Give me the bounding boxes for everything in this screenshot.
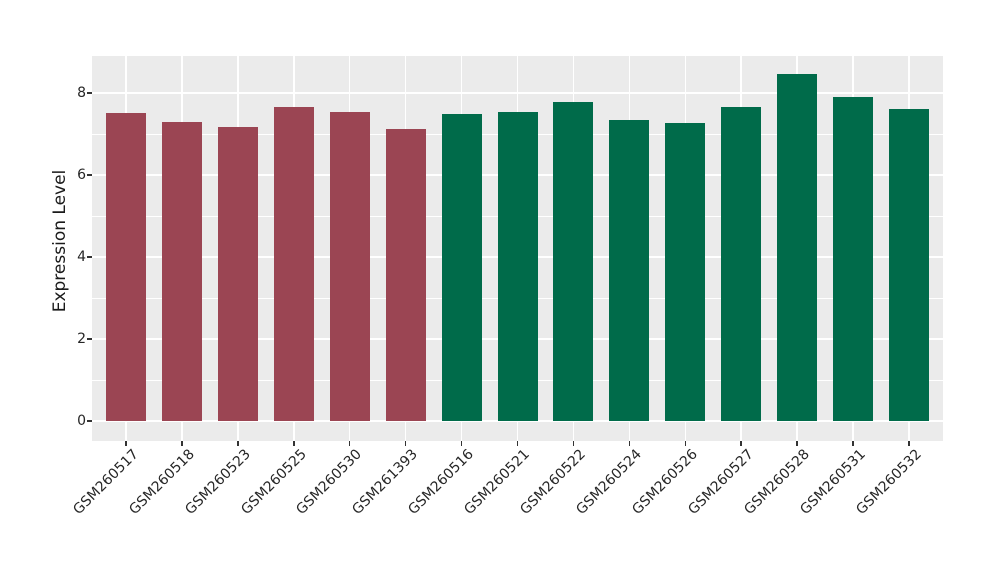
y-tick-label-2: 2 [77, 331, 86, 347]
y-tick-mark-4 [87, 256, 92, 258]
y-axis-title: Expression Level [50, 169, 70, 313]
x-tick-mark-GSM260524 [628, 441, 631, 446]
x-tick-mark-GSM260522 [572, 441, 575, 446]
y-tick-label-8: 8 [77, 85, 86, 101]
x-tick-mark-GSM260521 [516, 441, 519, 446]
bar-GSM260525 [273, 106, 314, 421]
x-tick-mark-GSM260525 [292, 441, 295, 446]
x-tick-mark-GSM261393 [404, 441, 407, 446]
bar-GSM260528 [777, 74, 818, 421]
bar-GSM260522 [553, 102, 594, 421]
plot-panel [92, 56, 943, 441]
bar-GSM260527 [721, 107, 762, 421]
x-tick-mark-GSM260516 [460, 441, 463, 446]
y-tick-mark-6 [87, 174, 92, 176]
bar-GSM260518 [161, 121, 202, 421]
x-tick-mark-GSM260532 [908, 441, 910, 446]
y-tick-mark-0 [87, 420, 92, 422]
x-tick-mark-GSM260518 [181, 441, 183, 446]
y-tick-label-6: 6 [77, 167, 86, 183]
x-tick-mark-GSM260530 [348, 441, 351, 446]
bar-GSM260526 [665, 122, 706, 421]
y-tick-label-4: 4 [77, 249, 86, 265]
x-tick-mark-GSM260523 [237, 441, 239, 446]
bar-GSM260532 [889, 109, 930, 421]
x-tick-mark-GSM260531 [852, 441, 854, 446]
bar-GSM260524 [609, 120, 650, 421]
x-tick-mark-GSM260527 [740, 441, 743, 446]
bar-GSM260517 [105, 112, 146, 421]
y-tick-mark-2 [87, 338, 92, 340]
x-tick-mark-GSM260528 [796, 441, 798, 446]
bar-GSM260523 [217, 127, 258, 421]
bar-GSM260531 [833, 97, 874, 421]
bar-GSM261393 [385, 129, 426, 421]
bar-GSM260516 [441, 113, 482, 421]
x-tick-mark-GSM260526 [684, 441, 687, 446]
bar-GSM260530 [329, 112, 370, 421]
bar-GSM260521 [497, 112, 538, 421]
y-tick-label-0: 0 [77, 413, 86, 429]
y-tick-mark-8 [87, 92, 92, 94]
x-tick-mark-GSM260517 [125, 441, 127, 446]
